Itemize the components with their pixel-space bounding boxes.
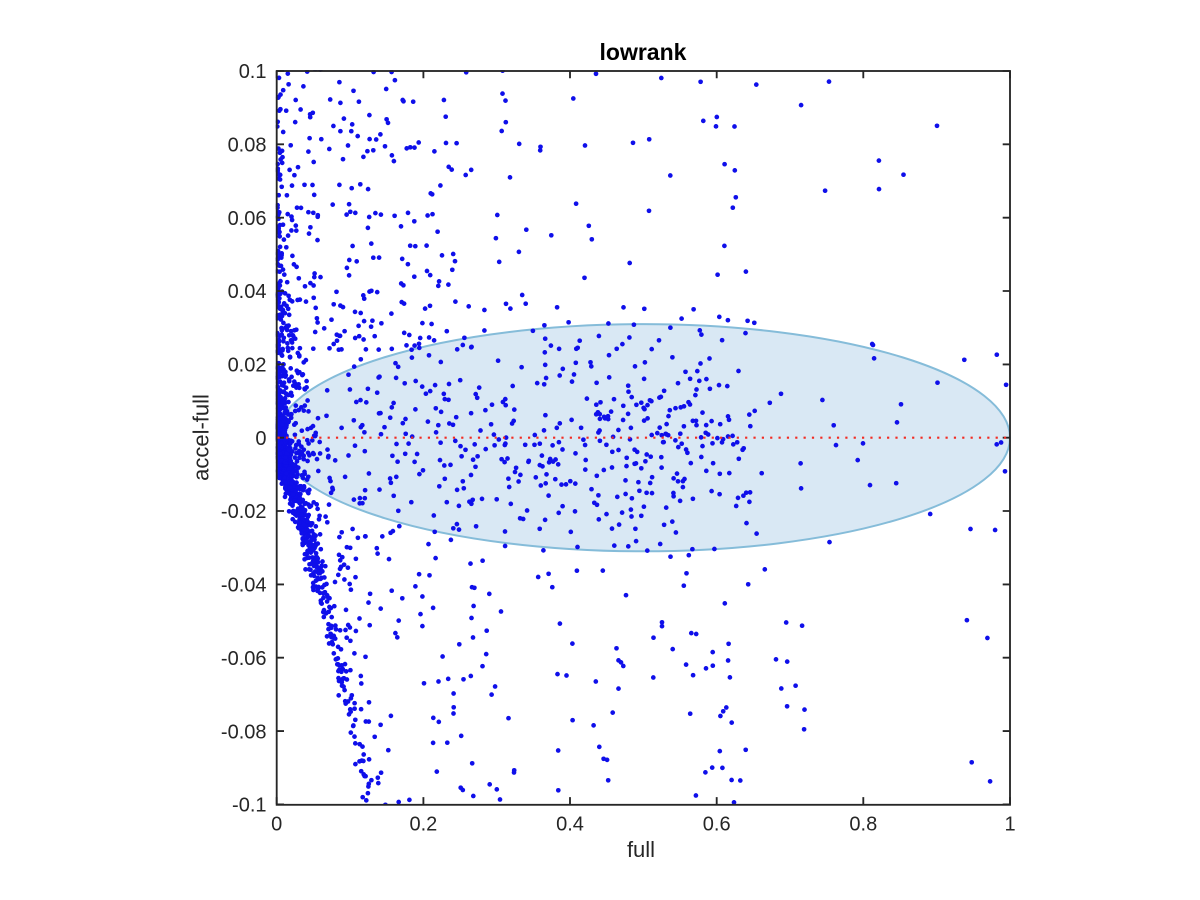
svg-text:0.08: 0.08	[228, 135, 267, 157]
svg-text:-0.04: -0.04	[221, 575, 267, 597]
svg-text:-0.1: -0.1	[232, 795, 266, 817]
svg-text:0: 0	[255, 428, 266, 450]
svg-text:0: 0	[271, 814, 282, 836]
svg-text:-0.08: -0.08	[221, 721, 267, 743]
svg-text:-0.06: -0.06	[221, 648, 267, 670]
svg-text:0.4: 0.4	[556, 814, 584, 836]
svg-text:0.6: 0.6	[703, 814, 731, 836]
svg-text:lowrank: lowrank	[600, 39, 687, 65]
svg-text:0.04: 0.04	[228, 281, 267, 303]
svg-text:0.8: 0.8	[849, 814, 877, 836]
svg-text:full: full	[627, 837, 655, 862]
svg-text:0.1: 0.1	[239, 61, 267, 83]
svg-text:1: 1	[1004, 814, 1015, 836]
svg-text:0.02: 0.02	[228, 355, 267, 377]
svg-text:0.06: 0.06	[228, 208, 267, 230]
svg-text:accel-full: accel-full	[189, 394, 214, 481]
svg-text:-0.02: -0.02	[221, 501, 267, 523]
svg-text:0.2: 0.2	[409, 814, 437, 836]
